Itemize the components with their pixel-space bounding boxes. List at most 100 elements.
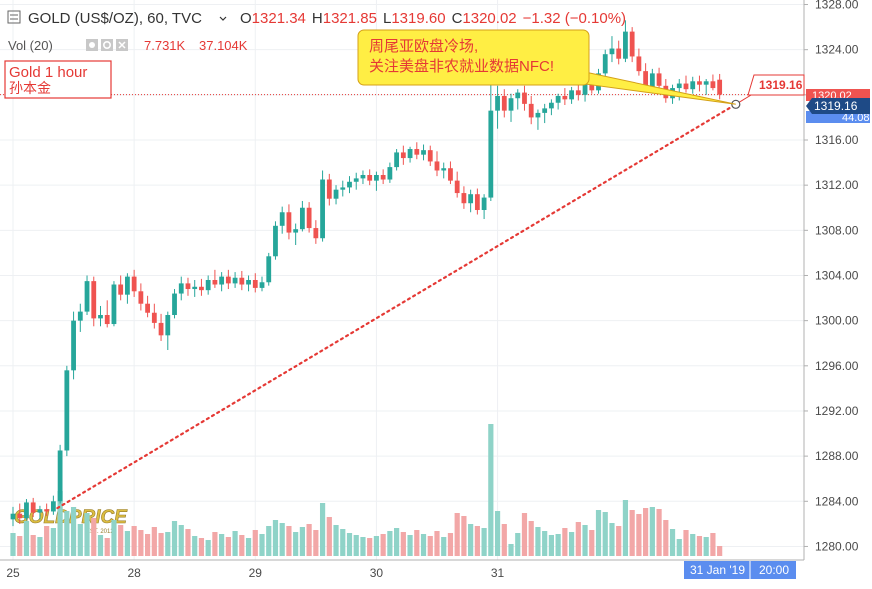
price-scale[interactable]: 1280.00 1284.00 1288.00 1292.00 1296.00 1300.…	[804, 0, 859, 553]
volume-bar	[636, 514, 642, 556]
volume-bar	[266, 526, 272, 556]
volume-bar	[232, 531, 238, 556]
candle-body	[387, 167, 393, 180]
gear-icon[interactable]	[101, 39, 113, 51]
callout-line2: 关注美盘非农就业数据NFC!	[369, 57, 554, 75]
volume-bar	[319, 503, 326, 556]
candle-body	[468, 194, 474, 204]
candle-body	[77, 311, 83, 321]
time-tag	[684, 561, 796, 579]
price-tick-label: 1292.00	[815, 404, 859, 418]
volume-bar	[400, 532, 406, 556]
volume-bar	[542, 531, 548, 556]
time-scale[interactable]: 25 28 29 30 31	[6, 566, 504, 580]
candle	[158, 313, 164, 341]
volume-bar	[521, 513, 528, 556]
candle-body	[562, 95, 568, 100]
candle	[64, 365, 70, 457]
volume-bar	[346, 533, 353, 556]
symbol-title[interactable]: GOLD (US$/OZ), 60, TVC	[28, 10, 202, 27]
volume-bar	[622, 500, 629, 556]
candle-body	[320, 179, 325, 239]
time-tick-label: 28	[127, 566, 141, 580]
symbol-dropdown-icon[interactable]	[219, 16, 227, 21]
volume-bar	[178, 525, 184, 556]
candle	[468, 189, 474, 213]
volume-bar	[84, 513, 90, 556]
volume-bar	[212, 532, 218, 556]
candle-body	[522, 92, 527, 104]
candle	[555, 93, 561, 110]
volume-bar	[474, 526, 480, 556]
candle-body	[582, 83, 588, 95]
candle-body	[474, 194, 480, 210]
candle-body	[151, 312, 157, 323]
collapse-icon[interactable]	[7, 10, 21, 24]
candle	[165, 311, 171, 350]
candle-body	[239, 277, 245, 285]
close-label: C	[452, 10, 463, 27]
candle-body	[623, 31, 628, 59]
candle	[333, 185, 339, 205]
candle	[252, 273, 258, 293]
candle	[131, 269, 137, 297]
candle-body	[178, 283, 184, 294]
volume-bar	[575, 522, 581, 556]
trend-line[interactable]	[56, 91, 757, 510]
volume-bar	[30, 535, 36, 556]
volume-bar	[185, 529, 191, 556]
candle-body	[703, 81, 709, 85]
candle-body	[448, 168, 453, 181]
candle-body	[333, 189, 339, 199]
volume-bar	[441, 537, 447, 556]
volume-bar	[501, 524, 507, 556]
candle-body	[589, 83, 595, 91]
candle	[535, 109, 541, 130]
candle-body	[219, 276, 225, 285]
candle-body	[488, 110, 494, 198]
candle-body	[232, 277, 238, 284]
close-value: 1320.02	[462, 10, 516, 27]
candle	[454, 171, 460, 198]
time-tick-label: 31	[491, 566, 505, 580]
candle	[609, 36, 615, 63]
candle	[71, 311, 76, 380]
volume-bar	[468, 524, 474, 556]
candle-body	[10, 513, 16, 520]
candle	[367, 169, 373, 186]
candle	[495, 85, 500, 129]
price-tick-label: 1296.00	[815, 359, 859, 373]
volume-bar	[454, 513, 460, 556]
candle	[37, 505, 43, 520]
candle	[205, 275, 211, 295]
candle-body	[192, 286, 198, 290]
volume-bar	[528, 521, 534, 556]
volume-bar	[10, 533, 16, 556]
candle	[703, 79, 709, 95]
candle	[225, 269, 231, 290]
candle-body	[172, 293, 177, 315]
candle	[623, 20, 628, 63]
volume-legend-buttons[interactable]	[86, 39, 128, 51]
volume-bar	[131, 526, 137, 556]
candle	[448, 161, 453, 185]
volume-bar	[272, 520, 279, 556]
candle	[199, 278, 204, 296]
callout-annotation[interactable]: 周尾亚欧盘冷场, 关注美盘非农就业数据NFC!	[357, 29, 736, 105]
candle-body	[636, 56, 642, 72]
candle-body	[427, 150, 433, 162]
candle	[515, 89, 521, 110]
volume-bar	[683, 530, 689, 556]
current-price-tag	[806, 98, 870, 114]
candle	[151, 303, 157, 329]
volume-bar	[367, 538, 373, 556]
volume-bar	[313, 530, 319, 556]
open-value: 1321.34	[252, 10, 306, 27]
volume-bar	[145, 534, 151, 556]
candle-body	[138, 291, 144, 304]
candle-body	[91, 281, 97, 319]
candle-body	[313, 228, 319, 239]
volume-bar	[360, 537, 366, 556]
label-box[interactable]: Gold 1 hour 孙本金	[4, 60, 112, 99]
